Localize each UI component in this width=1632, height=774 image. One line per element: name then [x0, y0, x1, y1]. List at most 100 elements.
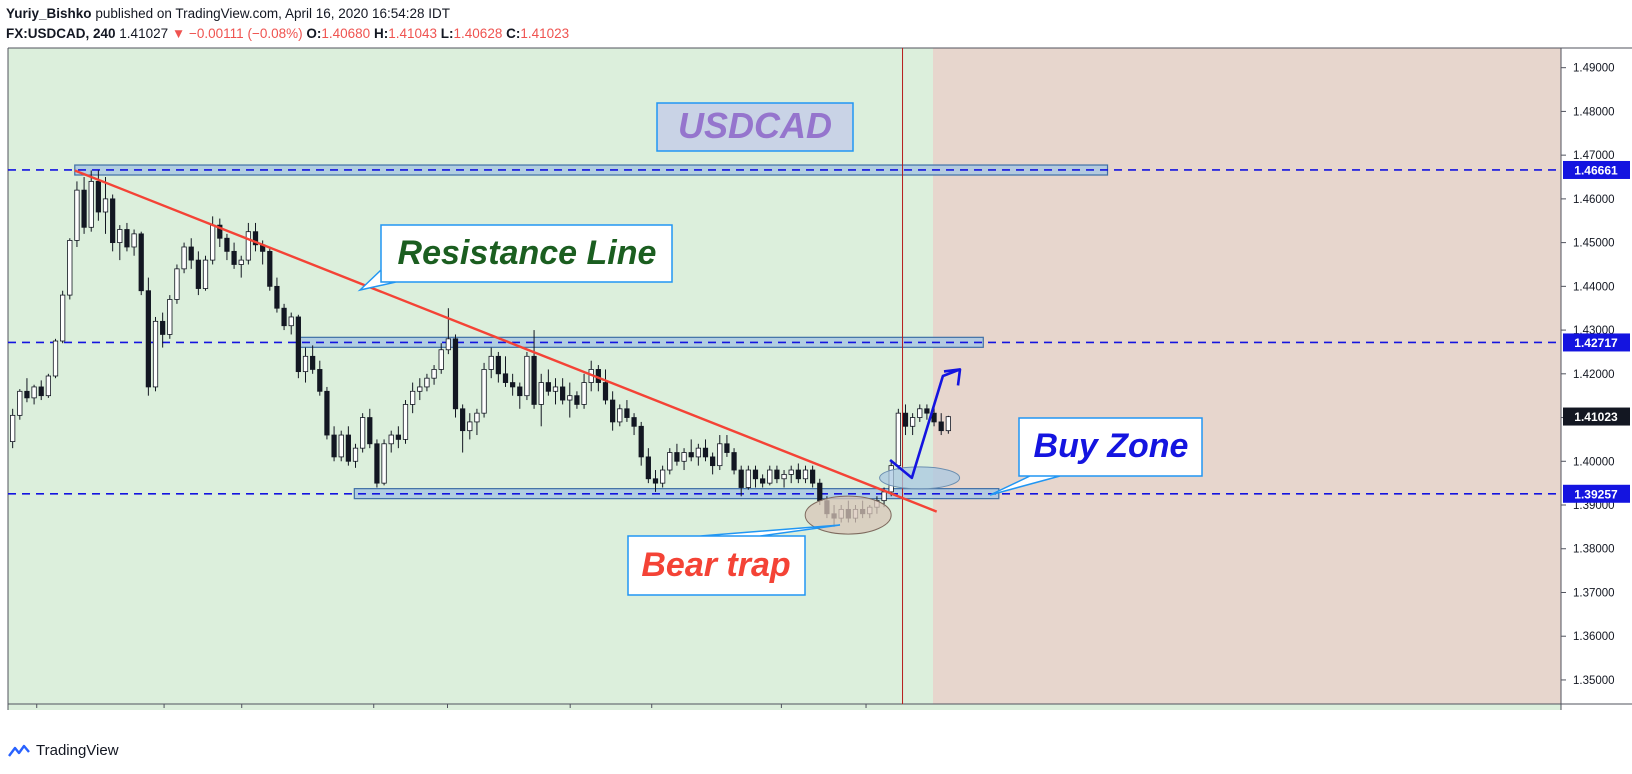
low-value: 1.40628	[453, 26, 503, 41]
footer-brand-label: TradingView	[36, 742, 119, 759]
price-tag	[1563, 484, 1630, 503]
candle-bull	[338, 434, 344, 458]
y-tick-label: 1.44000	[1573, 281, 1615, 293]
candle-bull	[102, 198, 109, 213]
candle-bull	[10, 414, 16, 442]
candle-bear	[24, 390, 30, 399]
candle-bear	[924, 408, 930, 414]
drawings-layer	[74, 48, 962, 704]
support-resistance-zone	[353, 488, 1000, 500]
title-box	[656, 102, 854, 152]
candle-bull	[302, 355, 309, 373]
candle-bear	[752, 469, 759, 480]
bear-trap-highlight	[804, 495, 892, 535]
y-tick-label: 1.40000	[1573, 456, 1615, 468]
candle-bull	[431, 369, 437, 379]
candle-bear	[252, 231, 259, 246]
candles-layer	[10, 170, 951, 527]
candle-bull	[717, 443, 723, 467]
candle-bear	[81, 189, 87, 228]
price-tag-label: 1.41023	[1574, 410, 1618, 424]
candle-bear	[495, 355, 501, 375]
price-tags-layer: 1.46661 1.42717 1.41023 1.39257	[1563, 160, 1630, 503]
candle-bull	[617, 408, 623, 423]
candle-bear	[502, 373, 509, 383]
y-tick-label: 1.35000	[1573, 675, 1615, 687]
resistance-trendline	[74, 169, 938, 513]
candle-bear	[645, 456, 651, 480]
candle-bear	[224, 237, 230, 252]
candle-bear	[938, 421, 944, 432]
candle-bear	[531, 355, 537, 405]
candle-bear	[560, 386, 566, 401]
candle-bear	[624, 408, 630, 418]
candle-bull	[31, 386, 37, 399]
candle-bull	[781, 473, 787, 480]
bear-trap-callout-label: Bear trap	[641, 546, 790, 584]
candle-bull	[417, 386, 423, 392]
price-tag	[1563, 160, 1630, 179]
candle-bull	[210, 224, 216, 261]
candle-bear	[610, 399, 616, 423]
candle-bear	[574, 395, 580, 405]
candle-bull	[552, 386, 559, 392]
author-name[interactable]: Yuriy_Bishko	[6, 6, 92, 21]
candle-bull	[910, 417, 916, 427]
candle-bear	[395, 434, 401, 440]
candle-bull	[660, 469, 666, 484]
candle-bull	[52, 340, 59, 377]
y-tick-label: 1.48000	[1573, 106, 1615, 118]
published-text: published on TradingView.com, April 16, …	[95, 6, 451, 21]
candle-bull	[788, 469, 794, 475]
candle-bear	[267, 250, 273, 287]
candle-bull	[17, 390, 23, 416]
candle-bull	[202, 259, 209, 289]
candle-bear	[460, 408, 466, 432]
close-value: 1.41023	[520, 26, 570, 41]
candle-bull	[445, 338, 451, 351]
candle-bull	[895, 412, 901, 467]
candle-bear	[145, 290, 151, 388]
candle-bear	[281, 307, 287, 327]
buy-zone-highlight	[879, 466, 961, 490]
chart-header-line-2: FX:USDCAD, 240 1.41027 ▼ −0.00111 (−0.08…	[6, 26, 569, 41]
candle-bear	[731, 452, 737, 471]
candle-bull	[167, 299, 173, 335]
y-tick-label: 1.37000	[1573, 587, 1615, 599]
candle-bear	[810, 469, 816, 484]
candle-bull	[438, 349, 444, 370]
y-tick-label: 1.39000	[1573, 500, 1615, 512]
candle-bear	[452, 338, 459, 410]
candle-bear	[195, 259, 201, 289]
footer-brand[interactable]: TradingView	[8, 742, 119, 759]
candle-bull	[481, 369, 487, 414]
candle-bull	[381, 443, 387, 484]
resistance-callout-label: Resistance Line	[398, 234, 657, 272]
down-arrow-icon: ▼	[171, 26, 186, 41]
last-price: 1.41027	[119, 26, 169, 41]
candle-bull	[288, 316, 294, 327]
candle-bear	[674, 452, 680, 462]
candle-bear	[367, 417, 373, 445]
candle-bear	[631, 417, 637, 427]
x-axis-background	[8, 704, 1561, 710]
candle-bear	[138, 233, 144, 292]
open-value: 1.40680	[321, 26, 371, 41]
candle-bear	[688, 452, 694, 458]
price-change: −0.00111 (−0.08%)	[189, 26, 303, 41]
candle-bull	[695, 447, 701, 458]
candle-bull	[474, 412, 480, 423]
candle-bear	[188, 246, 194, 261]
candle-bear	[331, 434, 337, 458]
candle-bear	[738, 469, 744, 488]
forecast-path	[889, 368, 961, 480]
candle-bear	[317, 369, 323, 392]
price-chart[interactable]: 1.49000 1.48000 1.47000 1.46000 1.45000 1.440…	[0, 0, 1632, 710]
y-tick-label: 1.49000	[1573, 63, 1615, 75]
candle-bull	[881, 491, 887, 502]
candle-bull	[388, 434, 394, 445]
candle-bear	[110, 198, 116, 244]
candle-bull	[74, 189, 80, 241]
candle-bear	[345, 434, 351, 462]
chart-header-line-1: Yuriy_Bishko published on TradingView.co…	[6, 6, 450, 21]
